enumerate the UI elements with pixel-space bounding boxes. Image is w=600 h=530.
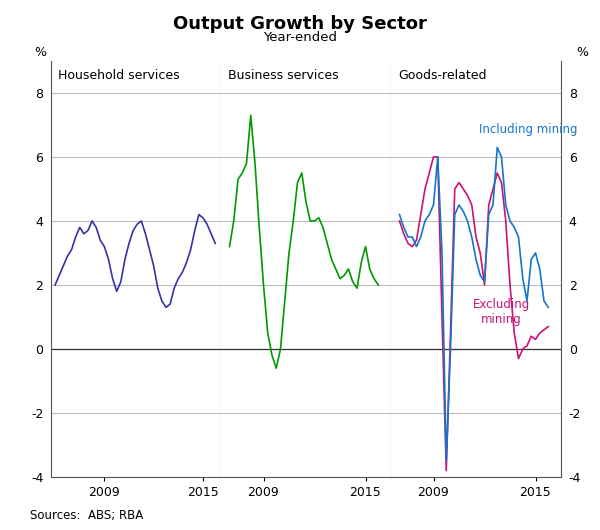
- Text: %: %: [576, 46, 588, 59]
- Text: Including mining: Including mining: [479, 123, 578, 136]
- Text: Goods-related: Goods-related: [398, 69, 487, 82]
- Text: Sources:  ABS; RBA: Sources: ABS; RBA: [30, 509, 143, 522]
- Text: %: %: [34, 46, 46, 59]
- Text: Year-ended: Year-ended: [263, 31, 337, 44]
- Text: Business services: Business services: [228, 69, 338, 82]
- Text: Excluding
mining: Excluding mining: [473, 298, 530, 326]
- Text: Output Growth by Sector: Output Growth by Sector: [173, 15, 427, 33]
- Text: Household services: Household services: [58, 69, 179, 82]
